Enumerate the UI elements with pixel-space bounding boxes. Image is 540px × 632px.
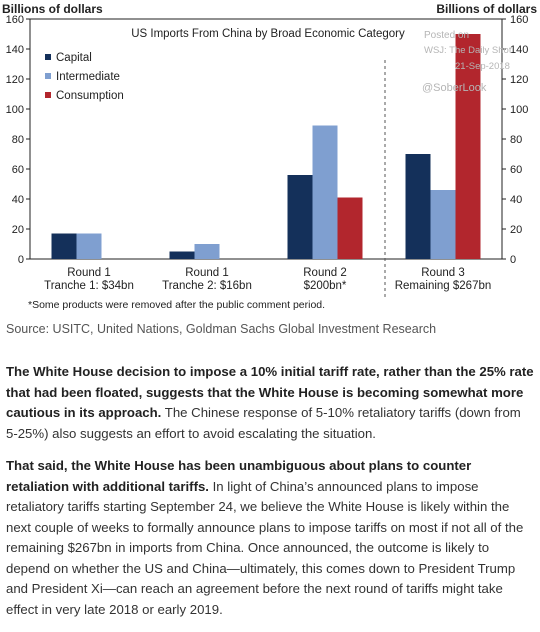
y-tick-label-right: 0 <box>510 254 516 266</box>
paragraph-2-body: In light of China’s announced plans to i… <box>6 478 524 617</box>
x-tick-label: Tranche 1: $34bn <box>44 280 134 292</box>
y-tick-label-left: 120 <box>6 74 24 86</box>
watermark-handle: @SoberLook <box>422 82 487 94</box>
y-tick-label-right: 80 <box>510 134 522 146</box>
y-axis-title-right: Billions of dollars <box>436 2 537 16</box>
x-tick-label: $200bn* <box>304 280 347 292</box>
y-tick-label-right: 140 <box>510 44 528 56</box>
bar-consumption <box>455 34 481 259</box>
chart-footnote: *Some products were removed after the pu… <box>28 299 325 311</box>
y-tick-label-left: 80 <box>12 134 24 146</box>
y-tick-label-left: 0 <box>18 254 24 266</box>
bar-intermediate <box>76 233 102 259</box>
x-tick-label: Round 1 <box>67 267 110 279</box>
x-tick-label: Remaining $267bn <box>395 280 492 292</box>
bar-consumption <box>337 197 363 259</box>
bar-chart: Billions of dollars Billions of dollars 0 0… <box>2 2 537 311</box>
article-body: The White House decision to impose a 10%… <box>6 362 536 632</box>
y-tick-label-right: 100 <box>510 104 528 116</box>
y-tick-label-right: 160 <box>510 14 528 26</box>
y-axis-title-left: Billions of dollars <box>2 2 103 16</box>
bar-intermediate <box>430 190 456 259</box>
source-line: Source: USITC, United Nations, Goldman S… <box>6 322 437 336</box>
y-tick-label-left: 40 <box>12 194 24 206</box>
y-tick-label-left: 160 <box>6 14 24 26</box>
y-tick-label-left: 100 <box>6 104 24 116</box>
x-tick-label: Round 1 <box>185 267 228 279</box>
bar-capital <box>405 154 431 259</box>
paragraph-1-body: The Chinese response of 5-10% retaliator… <box>6 405 521 441</box>
legend-label-consumption: Consumption <box>56 90 124 102</box>
article-paragraph-2: That said, the White House has been unam… <box>6 456 536 620</box>
article-paragraph-1: The White House decision to impose a 10%… <box>6 362 536 444</box>
legend-label-capital: Capital <box>56 52 92 64</box>
y-tick-label-left: 60 <box>12 164 24 176</box>
x-tick-label: Tranche 2: $16bn <box>162 280 252 292</box>
watermark-line-3: 21-Sep-2018 <box>455 61 510 72</box>
paragraph-2-lead: That said, the White House has been unam… <box>6 458 472 494</box>
x-tick-label: Round 2 <box>303 267 346 279</box>
watermark-line-1: Posted on <box>424 30 469 41</box>
legend-label-intermediate: Intermediate <box>56 71 120 83</box>
paragraph-1-lead: The White House decision to impose a 10%… <box>6 364 534 420</box>
chart-title: US Imports From China by Broad Economic … <box>131 28 405 40</box>
legend-swatch-consumption <box>45 92 51 98</box>
legend-swatch-intermediate <box>45 73 51 79</box>
y-tick-label-left: 20 <box>12 224 24 236</box>
y-tick-label-right: 40 <box>510 194 522 206</box>
watermark-line-2: WSJ: The Daily Shot <box>424 45 512 56</box>
chart-panel: Billions of dollars Billions of dollars 0 0… <box>2 2 537 311</box>
bar-capital <box>287 175 313 259</box>
y-tick-label-right: 20 <box>510 224 522 236</box>
bar-intermediate <box>312 125 338 259</box>
y-tick-label-right: 120 <box>510 74 528 86</box>
bar-capital <box>169 251 195 259</box>
x-tick-label: Round 3 <box>421 267 464 279</box>
bar-capital <box>51 233 77 259</box>
legend-swatch-capital <box>45 54 51 60</box>
y-tick-label-left: 140 <box>6 44 24 56</box>
y-tick-label-right: 60 <box>510 164 522 176</box>
bar-intermediate <box>194 244 220 259</box>
